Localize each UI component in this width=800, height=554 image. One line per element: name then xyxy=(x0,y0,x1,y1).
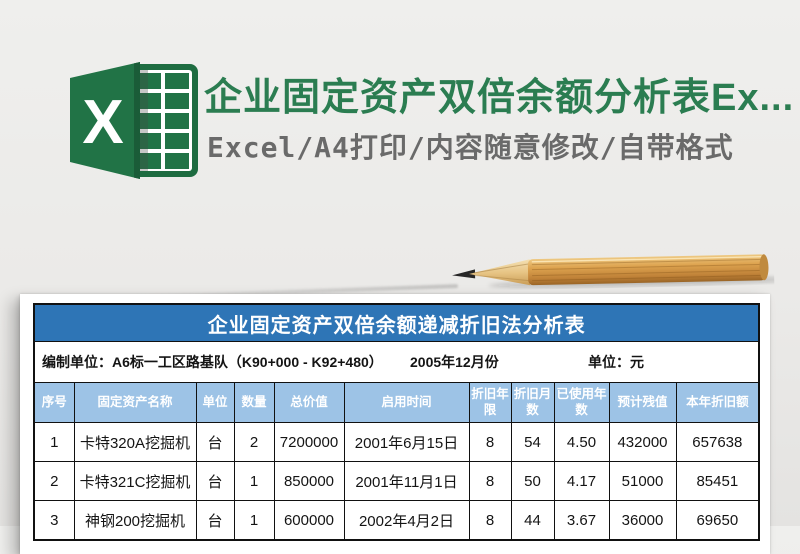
column-header-dep-months: 折旧月数 xyxy=(510,382,555,423)
column-header-salvage: 预计残值 xyxy=(608,382,677,423)
pencil-end-cap xyxy=(759,254,769,281)
table-cell: 台 xyxy=(195,500,235,541)
title-row: 企业固定资产双倍余额递减折旧法分析表 xyxy=(33,303,760,342)
table-cell: 69650 xyxy=(675,500,760,541)
unit-label: 单位：元 xyxy=(588,354,644,370)
table-cell: 36000 xyxy=(608,500,677,541)
table-cell: 54 xyxy=(510,422,555,462)
table-cell: 2001年11月1日 xyxy=(343,461,470,501)
table-cell: 4.50 xyxy=(553,422,610,462)
table-cell: 850000 xyxy=(273,461,345,501)
table-cell: 432000 xyxy=(608,422,677,462)
table-cell: 神钢200挖掘机 xyxy=(73,500,197,541)
pencil-icon xyxy=(452,254,775,288)
table-cell: 3.67 xyxy=(553,500,610,541)
table-row: 2 卡特321C挖掘机 台 1 850000 2001年11月1日 8 50 4… xyxy=(33,461,760,501)
column-header-qty: 数量 xyxy=(233,382,275,423)
table-cell: 1 xyxy=(233,461,275,501)
hero-title: 企业固定资产双倍余额分析表Ex... xyxy=(204,77,795,119)
period-label: 2005年12月份 xyxy=(410,354,499,370)
table-cell: 600000 xyxy=(273,500,345,541)
table-cell: 51000 xyxy=(608,461,677,501)
excel-logo-cover: X xyxy=(70,62,140,179)
column-header-used-years: 已使用年数 xyxy=(553,382,610,423)
table-cell: 8 xyxy=(468,422,512,462)
column-header-asset-name: 固定资产名称 xyxy=(73,382,197,423)
page-background: { "hero": { "title": "企业固定资产双倍余额分析表Ex...… xyxy=(0,0,800,541)
table-cell: 85451 xyxy=(675,461,760,501)
column-header-start-date: 启用时间 xyxy=(343,382,470,423)
table-cell: 台 xyxy=(195,422,235,462)
pencil-lead-tip xyxy=(452,269,476,279)
table-title: 企业固定资产双倍余额递减折旧法分析表 xyxy=(33,303,760,342)
depreciation-table: 企业固定资产双倍余额递减折旧法分析表 编制单位：A6标一工区路基队（K90+00… xyxy=(33,303,761,541)
table-cell: 7200000 xyxy=(273,422,345,462)
table-cell: 卡特320A挖掘机 xyxy=(73,422,197,462)
column-header-total-value: 总价值 xyxy=(273,382,345,423)
table-row: 3 神钢200挖掘机 台 1 600000 2002年4月2日 8 44 3.6… xyxy=(33,500,760,541)
table-cell: 657638 xyxy=(675,422,760,462)
prepared-by-label: 编制单位：A6标一工区路基队（K90+000 - K92+480） xyxy=(42,354,383,370)
paper-sheet: 企业固定资产双倍余额递减折旧法分析表 编制单位：A6标一工区路基队（K90+00… xyxy=(20,294,770,554)
excel-logo-icon: X xyxy=(70,62,198,179)
table-cell: 2 xyxy=(233,422,275,462)
excel-logo-letter: X xyxy=(82,88,123,157)
pencil-body xyxy=(527,254,767,286)
table-row: 1 卡特320A挖掘机 台 2 7200000 2001年6月15日 8 54 … xyxy=(33,422,760,462)
table-cell: 4.17 xyxy=(553,461,610,501)
table-cell: 50 xyxy=(510,461,555,501)
excel-logo-sheet xyxy=(126,64,198,177)
meta-wrap: 编制单位：A6标一工区路基队（K90+000 - K92+480） 2005年1… xyxy=(35,343,758,382)
column-header-annual-dep: 本年折旧额 xyxy=(675,382,760,423)
table-cell: 2001年6月15日 xyxy=(343,422,470,462)
pencil-wood-cone xyxy=(469,259,531,286)
table-cell: 台 xyxy=(195,461,235,501)
table-cell: 8 xyxy=(468,461,512,501)
column-header-unit: 单位 xyxy=(195,382,235,423)
meta-row: 编制单位：A6标一工区路基队（K90+000 - K92+480） 2005年1… xyxy=(33,341,760,383)
table-cell: 2002年4月2日 xyxy=(343,500,470,541)
column-header-dep-years: 折旧年限 xyxy=(468,382,512,423)
table-cell: 1 xyxy=(233,500,275,541)
hero-subtitle: Excel/A4打印/内容随意修改/自带格式 xyxy=(207,131,734,164)
column-header-seq: 序号 xyxy=(33,382,75,423)
table-cell: 卡特321C挖掘机 xyxy=(73,461,197,501)
table-cell: 2 xyxy=(33,461,75,501)
table-cell: 8 xyxy=(468,500,512,541)
table-cell: 44 xyxy=(510,500,555,541)
header-row: 序号 固定资产名称 单位 数量 总价值 启用时间 折旧年限 折旧月数 已使用年数… xyxy=(33,382,760,423)
table-cell: 3 xyxy=(33,500,75,541)
table-cell: 1 xyxy=(33,422,75,462)
